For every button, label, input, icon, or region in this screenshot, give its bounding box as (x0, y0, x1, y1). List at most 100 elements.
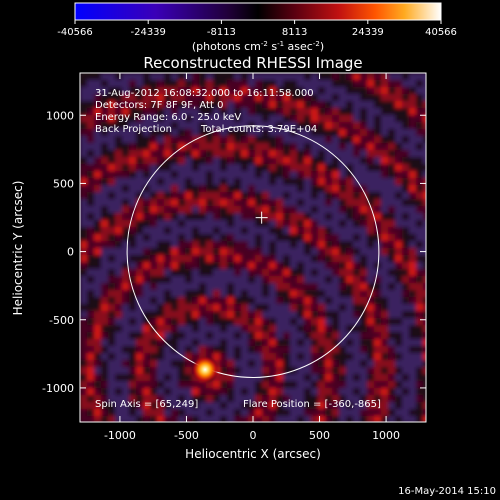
heatmap-cell (220, 381, 227, 388)
heatmap-cell (220, 87, 227, 94)
heatmap-cell (290, 262, 297, 269)
heatmap-cell (311, 360, 318, 367)
heatmap-cell (241, 164, 248, 171)
heatmap-cell (115, 129, 122, 136)
heatmap-cell (199, 171, 206, 178)
heatmap-cell (171, 164, 178, 171)
heatmap-cell (171, 353, 178, 360)
heatmap-cell (192, 129, 199, 136)
heatmap-cell (220, 94, 227, 101)
heatmap-cell (87, 206, 94, 213)
heatmap-cell (220, 241, 227, 248)
heatmap-cell (101, 311, 108, 318)
heatmap-cell (178, 234, 185, 241)
heatmap-cell (185, 241, 192, 248)
heatmap-cell (129, 171, 136, 178)
heatmap-cell (143, 164, 150, 171)
heatmap-cell (409, 87, 416, 94)
heatmap-cell (171, 199, 178, 206)
heatmap-cell (129, 234, 136, 241)
heatmap-cell (262, 276, 269, 283)
heatmap-cell (227, 339, 234, 346)
heatmap-cell (423, 283, 426, 290)
heatmap-cell (185, 332, 192, 339)
heatmap-cell (87, 94, 94, 101)
heatmap-cell (339, 409, 346, 416)
heatmap-cell (269, 262, 276, 269)
heatmap-cell (339, 339, 346, 346)
heatmap-cell (101, 297, 108, 304)
heatmap-cell (255, 283, 262, 290)
heatmap-cell (213, 199, 220, 206)
heatmap-cell (220, 115, 227, 122)
heatmap-cell (129, 388, 136, 395)
heatmap-cell (367, 269, 374, 276)
heatmap-cell (80, 234, 87, 241)
heatmap-cell (108, 185, 115, 192)
heatmap-cell (178, 360, 185, 367)
heatmap-cell (87, 213, 94, 220)
heatmap-cell (297, 402, 304, 409)
heatmap-cell (122, 346, 129, 353)
heatmap-cell (304, 332, 311, 339)
heatmap-cell (157, 73, 164, 80)
heatmap-cell (416, 248, 423, 255)
heatmap-cell (395, 311, 402, 318)
heatmap-cell (283, 262, 290, 269)
heatmap-cell (416, 353, 423, 360)
heatmap-cell (353, 150, 360, 157)
heatmap-cell (388, 255, 395, 262)
heatmap-cell (164, 157, 171, 164)
heatmap-cell (87, 80, 94, 87)
heatmap-cell (304, 192, 311, 199)
heatmap-cell (325, 220, 332, 227)
heatmap-cell (297, 367, 304, 374)
heatmap-cell (220, 339, 227, 346)
heatmap-cell (115, 297, 122, 304)
heatmap-cell (178, 381, 185, 388)
heatmap-cell (220, 206, 227, 213)
heatmap-cell (332, 304, 339, 311)
heatmap-cell (248, 73, 255, 80)
heatmap-cell (276, 402, 283, 409)
heatmap-cell (367, 199, 374, 206)
heatmap-cell (283, 213, 290, 220)
heatmap-cell (178, 73, 185, 80)
heatmap-cell (402, 318, 409, 325)
heatmap-cell (395, 367, 402, 374)
heatmap-cell (192, 311, 199, 318)
heatmap-cell (409, 409, 416, 416)
heatmap-cell (311, 234, 318, 241)
heatmap-cell (220, 395, 227, 402)
heatmap-cell (423, 80, 426, 87)
heatmap-cell (374, 311, 381, 318)
heatmap-cell (332, 213, 339, 220)
heatmap-cell (395, 185, 402, 192)
heatmap-cell (255, 150, 262, 157)
heatmap-cell (150, 381, 157, 388)
heatmap-cell (353, 255, 360, 262)
heatmap-cell (416, 101, 423, 108)
heatmap-cell (213, 395, 220, 402)
heatmap-cell (402, 164, 409, 171)
heatmap-cell (325, 381, 332, 388)
heatmap-cell (276, 136, 283, 143)
heatmap-cell (164, 381, 171, 388)
heatmap-cell (409, 108, 416, 115)
heatmap-cell (311, 94, 318, 101)
heatmap-cell (206, 122, 213, 129)
heatmap-cell (339, 234, 346, 241)
heatmap-cell (171, 304, 178, 311)
heatmap-cell (360, 409, 367, 416)
heatmap-cell (101, 150, 108, 157)
heatmap-cell (199, 388, 206, 395)
heatmap-cell (318, 234, 325, 241)
heatmap-cell (353, 164, 360, 171)
heatmap-cell (192, 339, 199, 346)
heatmap-cell (220, 325, 227, 332)
heatmap-cell (409, 157, 416, 164)
heatmap-cell (402, 388, 409, 395)
heatmap-cell (122, 318, 129, 325)
heatmap-cell (381, 248, 388, 255)
heatmap-cell (297, 115, 304, 122)
